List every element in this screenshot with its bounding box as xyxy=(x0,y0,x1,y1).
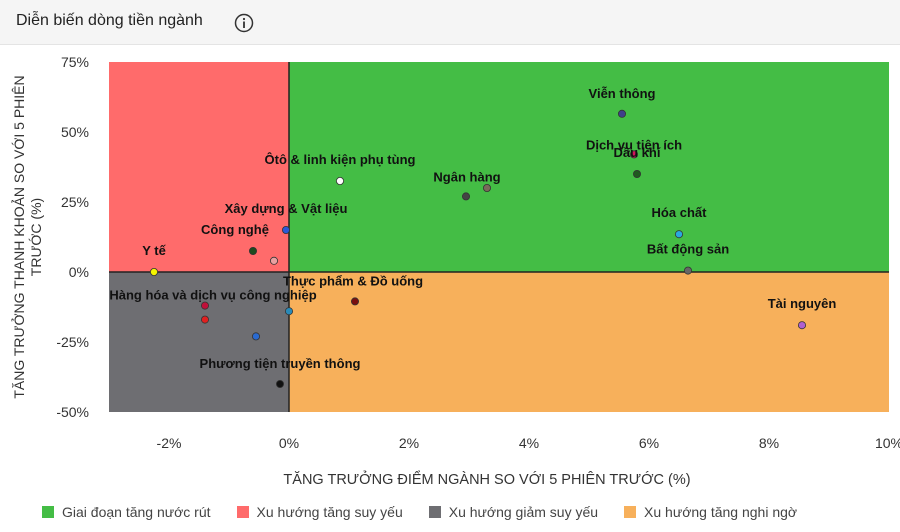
data-label: Hàng hóa và dịch vụ công nghiệp xyxy=(109,288,316,303)
y-axis-label: TĂNG TRƯỞNG THANH KHOẢN SO VỚI 5 PHIÊNTR… xyxy=(10,75,44,398)
data-point xyxy=(248,246,257,255)
legend-label: Xu hướng tăng suy yếu xyxy=(256,504,403,520)
chart-header: Diễn biến dòng tiền ngành xyxy=(0,0,900,45)
data-point xyxy=(284,307,293,316)
y-tick-label: -50% xyxy=(56,404,89,420)
chart-legend: Giai đoạn tăng nước rút Xu hướng tăng suy… xyxy=(42,504,823,520)
data-label: Thực phẩm & Đồ uống xyxy=(283,273,423,288)
data-point xyxy=(200,301,209,310)
data-point xyxy=(618,109,627,118)
data-label: Xây dựng & Vật liệu xyxy=(225,201,348,216)
x-axis-label: TĂNG TRƯỞNG ĐIỂM NGÀNH SO VỚI 5 PHIÊN TR… xyxy=(283,470,690,488)
data-point xyxy=(675,230,684,239)
data-point xyxy=(200,315,209,324)
legend-item[interactable]: Xu hướng tăng nghi ngờ xyxy=(624,504,797,520)
data-label: Tài nguyên xyxy=(768,296,837,311)
y-tick-label: 0% xyxy=(69,264,89,280)
legend-item[interactable]: Xu hướng giảm suy yếu xyxy=(428,504,599,520)
info-icon[interactable] xyxy=(234,13,254,38)
legend-label: Xu hướng giảm suy yếu xyxy=(448,504,599,520)
legend-swatch xyxy=(42,506,54,518)
quadrant-top-right xyxy=(289,62,889,272)
x-tick-label: 6% xyxy=(639,435,659,451)
data-point xyxy=(251,332,260,341)
data-label: Bất động sản xyxy=(647,242,729,257)
y-tick-label: -25% xyxy=(56,334,89,350)
x-tick-label: 4% xyxy=(519,435,539,451)
scatter-chart: -2% 0% 2% 4% 6% 8% 10% -50% -25% 0% 25% 50% 75% TĂNG … xyxy=(10,54,900,488)
data-label: Công nghệ xyxy=(201,222,269,237)
data-point xyxy=(281,225,290,234)
data-label: Y tế xyxy=(142,243,166,258)
legend-label: Giai đoạn tăng nước rút xyxy=(62,504,211,520)
legend-swatch xyxy=(236,506,249,518)
data-point xyxy=(149,267,158,276)
data-point xyxy=(350,297,359,306)
x-tick-label: 0% xyxy=(279,435,299,451)
data-point xyxy=(633,169,642,178)
data-label: Hóa chất xyxy=(652,205,708,220)
data-point xyxy=(461,192,470,201)
data-point xyxy=(798,321,807,330)
x-tick-label: -2% xyxy=(157,435,182,451)
data-point xyxy=(275,379,284,388)
y-tick-label: 50% xyxy=(61,124,89,140)
quadrant-bottom-right xyxy=(289,272,889,412)
x-tick-label: 8% xyxy=(759,435,779,451)
x-tick-label: 2% xyxy=(399,435,419,451)
y-tick-label: 25% xyxy=(61,194,89,210)
legend-swatch xyxy=(624,506,637,518)
x-tick-label: 10% xyxy=(875,435,900,451)
data-point xyxy=(684,266,693,275)
data-point xyxy=(269,256,278,265)
data-point xyxy=(335,176,344,185)
data-point xyxy=(482,183,491,192)
y-tick-label: 75% xyxy=(61,54,89,70)
data-label: Dầu khí xyxy=(614,145,661,160)
legend-swatch xyxy=(428,506,441,518)
legend-label: Xu hướng tăng nghi ngờ xyxy=(644,504,798,520)
data-label: Ôtô & linh kiện phụ tùng xyxy=(265,152,416,167)
data-label: Ngân hàng xyxy=(433,169,500,184)
page-title: Diễn biến dòng tiền ngành xyxy=(16,12,203,29)
quadrant-top-left xyxy=(109,62,289,272)
data-label: Viễn thông xyxy=(589,86,656,101)
legend-item[interactable]: Giai đoạn tăng nước rút xyxy=(42,504,211,520)
data-label: Phương tiện truyền thông xyxy=(200,356,361,371)
data-point xyxy=(630,150,639,159)
legend-item[interactable]: Xu hướng tăng suy yếu xyxy=(236,504,403,520)
data-label: Dịch vụ tiện ích xyxy=(586,137,682,152)
quadrant-bottom-left xyxy=(109,272,289,412)
